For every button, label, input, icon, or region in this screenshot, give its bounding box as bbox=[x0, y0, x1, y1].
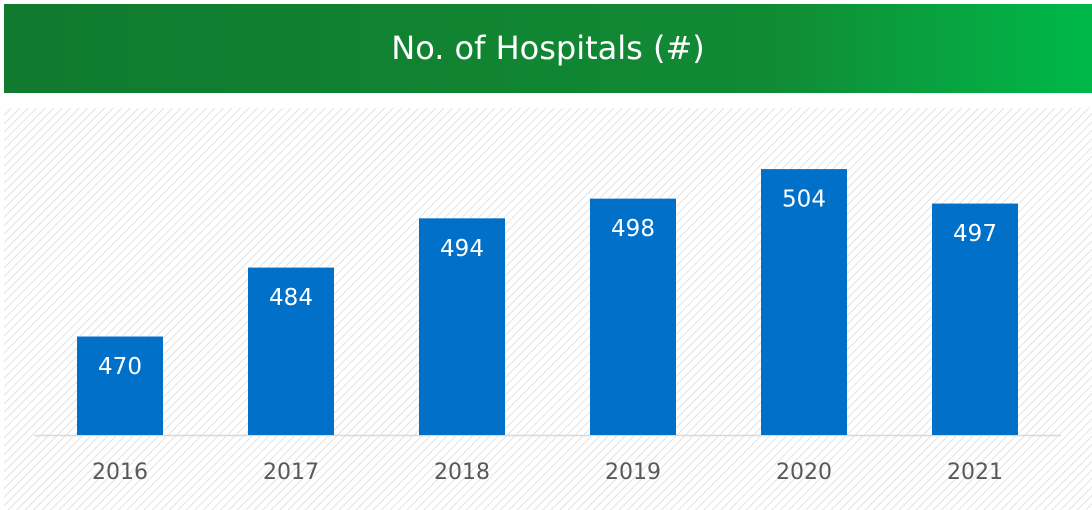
bar bbox=[761, 169, 847, 435]
bar bbox=[932, 203, 1018, 435]
bar bbox=[248, 267, 334, 435]
bar bbox=[419, 218, 505, 435]
x-tick-label: 2020 bbox=[776, 460, 832, 485]
x-tick-label: 2018 bbox=[434, 460, 490, 485]
chart-title: No. of Hospitals (#) bbox=[391, 29, 705, 67]
header-bar bbox=[4, 4, 1092, 93]
x-tick-label: 2021 bbox=[947, 460, 1003, 485]
value-label: 497 bbox=[953, 221, 997, 247]
value-label: 484 bbox=[269, 285, 313, 311]
value-label: 494 bbox=[440, 236, 484, 262]
bar bbox=[77, 336, 163, 435]
value-label: 504 bbox=[782, 187, 826, 213]
x-tick-label: 2017 bbox=[263, 460, 319, 485]
value-label: 498 bbox=[611, 216, 655, 242]
value-label: 470 bbox=[98, 354, 142, 380]
plot-background bbox=[4, 108, 1092, 510]
x-tick-label: 2016 bbox=[92, 460, 148, 485]
x-tick-label: 2019 bbox=[605, 460, 661, 485]
bar bbox=[590, 198, 676, 435]
